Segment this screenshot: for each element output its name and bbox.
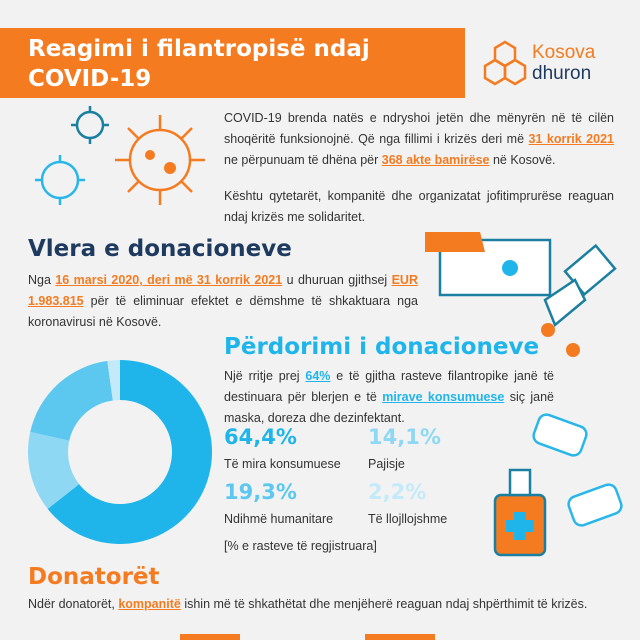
- highlight: mirave konsumuese: [382, 390, 505, 404]
- stat-label: Ndihmë humanitare: [224, 512, 334, 526]
- text: në Kosovë.: [489, 153, 556, 167]
- intro-paragraph: Kështu qytetarët, kompanitë dhe organiza…: [224, 186, 614, 228]
- usage-paragraph: Një rritje prej 64% e të gjitha rasteve …: [224, 366, 554, 429]
- logo-line: dhuron: [532, 63, 592, 84]
- text: Nga: [28, 273, 56, 287]
- note: [% e rasteve të regjistruara]: [224, 539, 377, 553]
- text: siç janë maska, doreza dhe dezinfektant.: [224, 390, 554, 425]
- text: për të eliminuar efektet e dëmshme të sh…: [28, 294, 418, 329]
- section-heading: Përdorimi i donacioneve: [224, 334, 540, 360]
- stat-value: 2,2%: [368, 480, 427, 504]
- text: Kështu qytetarët, kompanitë dhe organiza…: [224, 189, 614, 224]
- text: Një rritje prej: [224, 369, 306, 383]
- title-band: [0, 28, 465, 98]
- highlight: 64%: [305, 369, 331, 383]
- section-heading: Vlera e donacioneve: [28, 236, 292, 262]
- logo-icon: [483, 40, 527, 86]
- text: u dhuruan gjithsej: [282, 273, 392, 287]
- highlight: EUR 1.983.815: [28, 273, 418, 308]
- stat-label: Të mira konsumuese: [224, 457, 341, 471]
- stat-value: 64,4%: [224, 425, 297, 449]
- donut-chart: [27, 360, 212, 544]
- title-line: Reagimi i filantropisë ndaj: [28, 36, 370, 62]
- donors-paragraph: Ndër donatorët, kompanitë ishin më të sh…: [28, 594, 613, 615]
- section-heading: Donatorët: [28, 564, 160, 590]
- stat-value: 14,1%: [368, 425, 441, 449]
- title-line: COVID-19: [28, 66, 152, 92]
- intro-paragraph: COVID-19 brenda natës e ndryshoi jetën d…: [224, 108, 614, 171]
- stat-label: Të llojllojshme: [368, 512, 448, 526]
- text: Ndër donatorët,: [28, 597, 119, 611]
- money-hand-icon: [425, 232, 617, 357]
- logo-line: Kosova: [532, 42, 596, 63]
- text: ishin më të shkathëtat dhe menjëherë rea…: [180, 597, 588, 611]
- text: ne përpunuam të dhëna për: [224, 153, 382, 167]
- title: Reagimi i filantropisë ndaj COVID-19: [28, 34, 370, 94]
- text: e të gjitha rasteve filantropike janë të…: [224, 369, 554, 404]
- mask-sanitizer-icons: [493, 413, 623, 557]
- virus-icons: [35, 106, 205, 205]
- highlight: 31 korrik 2021: [528, 132, 614, 146]
- donut-segment: [107, 360, 120, 401]
- stat-label: Pajisje: [368, 457, 405, 471]
- donut-segment: [47, 360, 212, 544]
- highlight: kompanitë: [118, 597, 181, 611]
- footer-bar: [365, 634, 435, 640]
- value-paragraph: Nga 16 marsi 2020, deri më 31 korrik 202…: [28, 270, 418, 333]
- text: COVID-19 brenda natës e ndryshoi jetën d…: [224, 111, 614, 146]
- highlight: 16 marsi 2020, deri më 31 korrik 2021: [55, 273, 283, 287]
- highlight: 368 akte bamirëse: [381, 153, 490, 167]
- logo-text: Kosova dhuron: [532, 42, 595, 84]
- donut-segment: [30, 360, 113, 441]
- footer-bar: [180, 634, 240, 640]
- donut-segment: [27, 431, 80, 509]
- stat-value: 19,3%: [224, 480, 297, 504]
